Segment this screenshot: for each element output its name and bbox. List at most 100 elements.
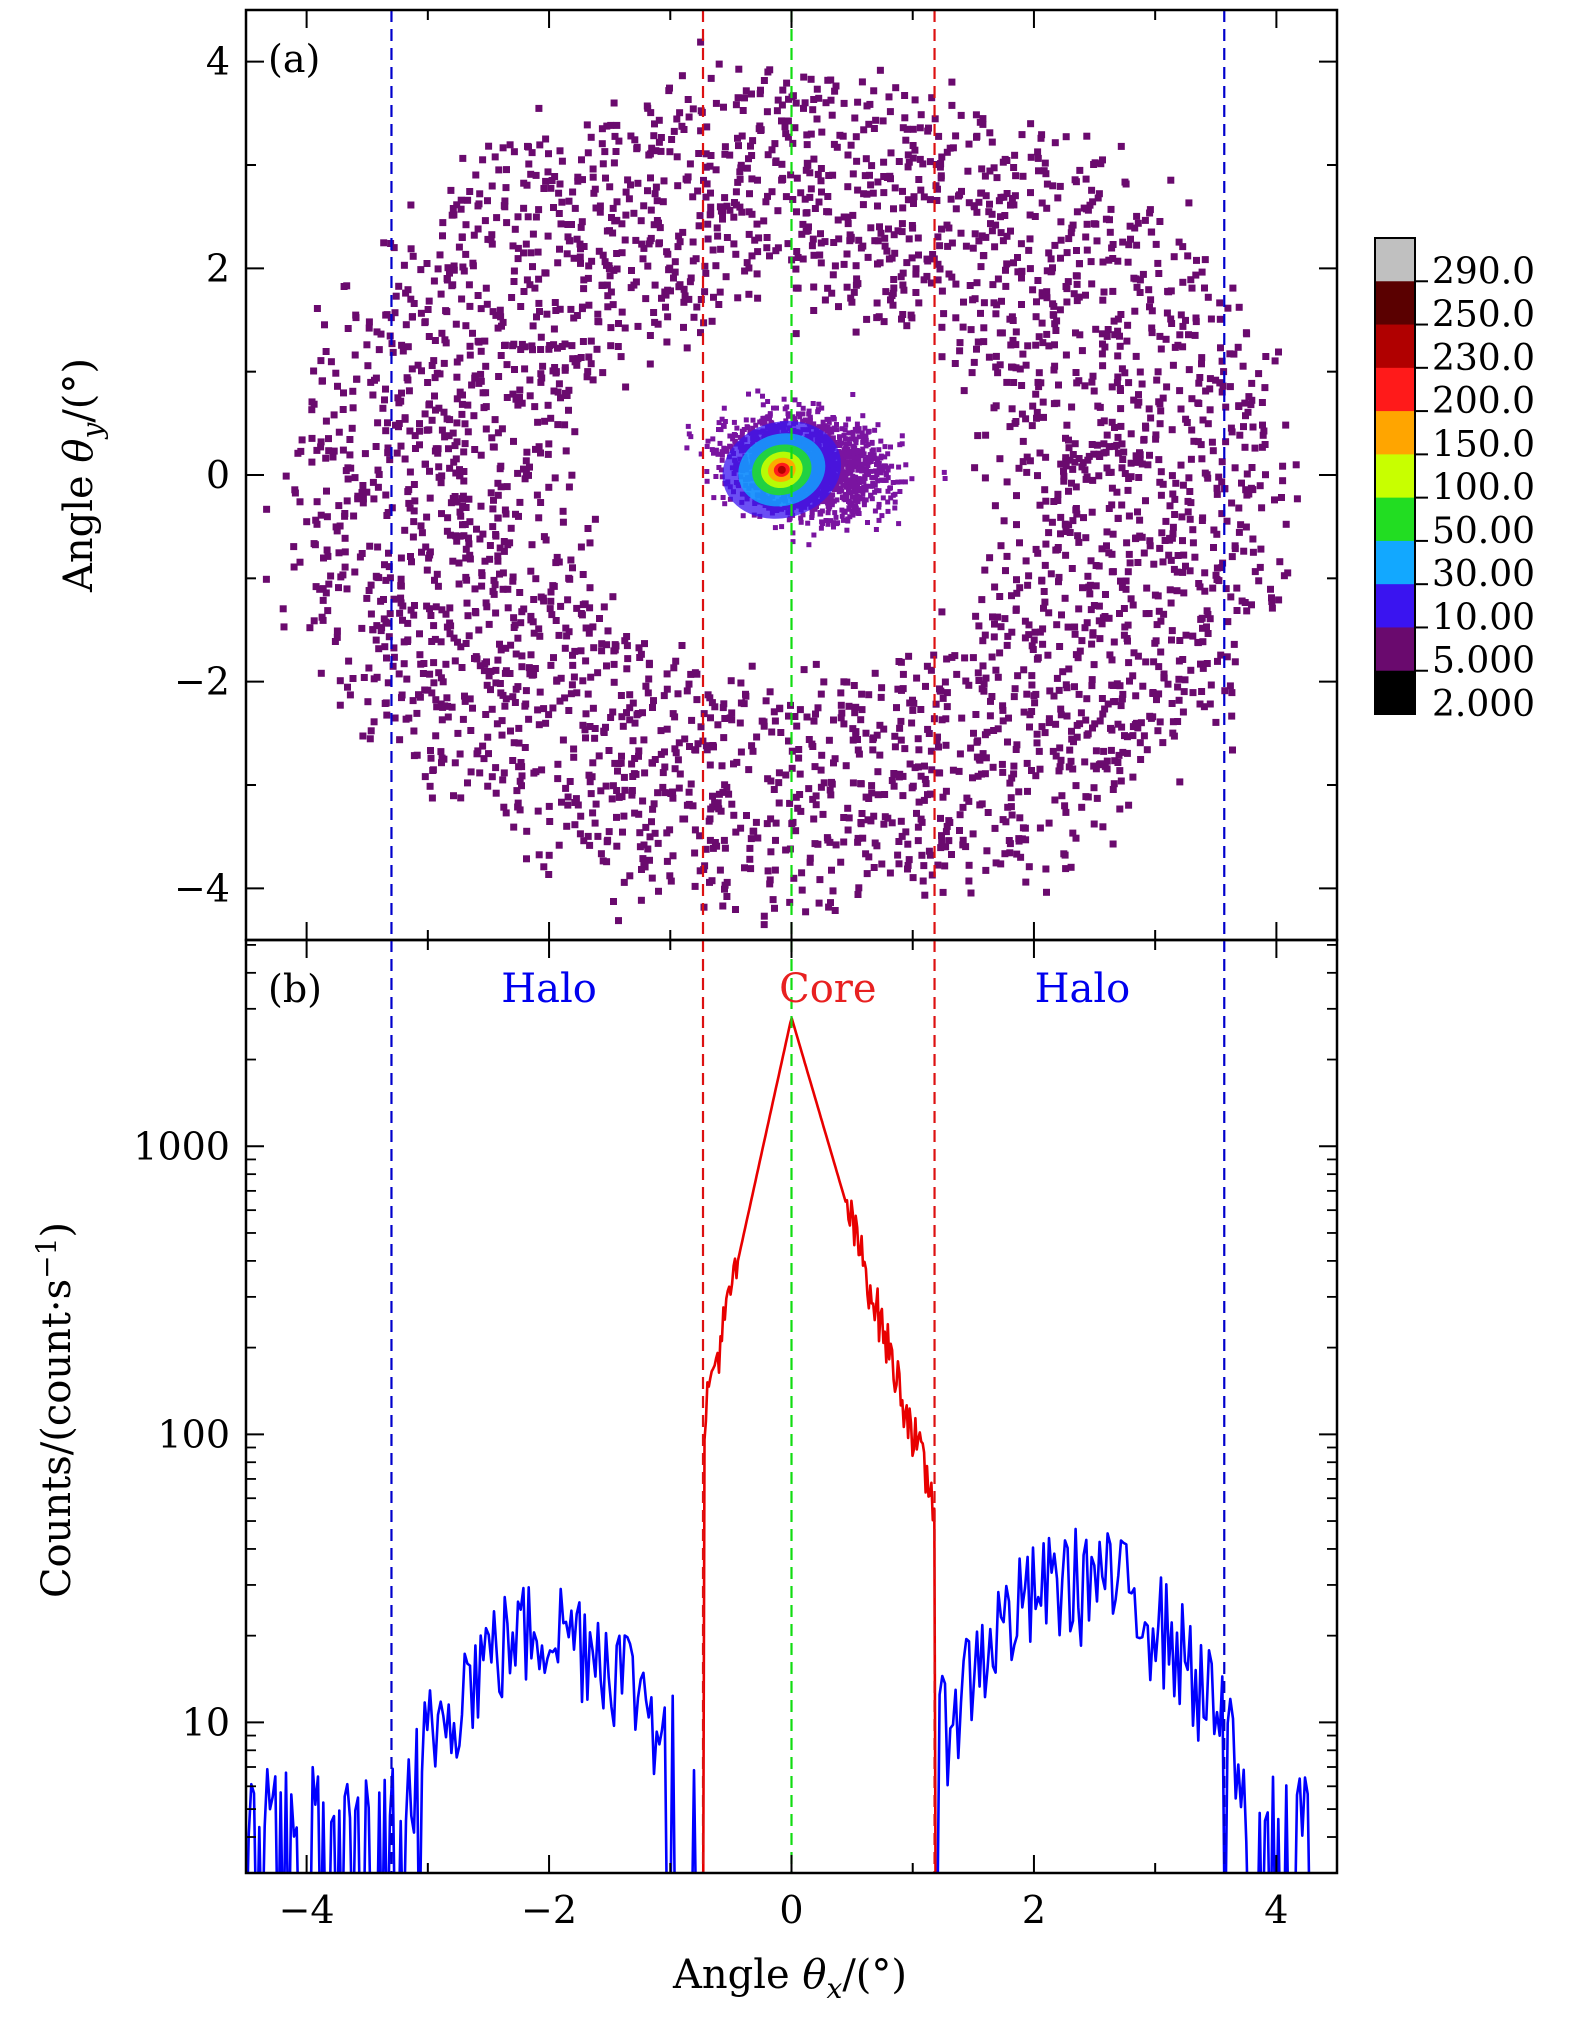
halo-point xyxy=(680,126,688,133)
halo-point xyxy=(419,670,427,677)
halo-point xyxy=(1018,267,1026,275)
halo-point xyxy=(1034,277,1042,284)
halo-point xyxy=(1125,550,1133,558)
halo-point xyxy=(1080,514,1087,522)
halo-point xyxy=(1109,682,1117,689)
halo-point xyxy=(661,789,669,797)
halo-point xyxy=(793,248,801,255)
halo-point xyxy=(1102,448,1110,456)
halo-point xyxy=(354,495,362,503)
halo-point xyxy=(363,488,371,496)
halo-point xyxy=(1076,720,1084,728)
halo-point xyxy=(1095,472,1103,480)
halo-point xyxy=(458,410,466,418)
halo-point xyxy=(1103,332,1111,340)
halo-point xyxy=(1227,424,1235,432)
halo-point xyxy=(263,505,271,513)
core-point xyxy=(827,504,833,510)
halo-point xyxy=(592,204,600,212)
halo-point xyxy=(329,453,337,461)
halo-point xyxy=(880,820,888,828)
halo-point xyxy=(370,718,378,726)
halo-point xyxy=(1096,403,1104,411)
halo-point xyxy=(1129,672,1137,680)
halo-point xyxy=(880,318,888,326)
halo-point xyxy=(1035,747,1043,755)
halo-point xyxy=(465,281,473,289)
halo-point xyxy=(591,185,599,193)
halo-point xyxy=(659,198,667,206)
halo-point xyxy=(826,838,834,846)
halo-point xyxy=(509,573,517,581)
halo-point xyxy=(623,642,631,650)
halo-point xyxy=(567,690,575,698)
halo-point xyxy=(997,229,1005,237)
halo-point xyxy=(802,227,810,235)
core-point xyxy=(698,451,704,457)
halo-point xyxy=(407,201,415,209)
halo-point xyxy=(471,655,478,662)
halo-point xyxy=(576,253,584,261)
halo-point xyxy=(534,807,542,815)
core-point xyxy=(831,524,836,530)
halo-point xyxy=(686,160,694,168)
halo-point xyxy=(654,320,662,328)
halo-point xyxy=(943,655,951,663)
halo-point xyxy=(577,647,585,655)
halo-point xyxy=(885,225,892,233)
halo-point xyxy=(1160,674,1168,681)
halo-point xyxy=(1146,209,1154,217)
halo-point xyxy=(1169,718,1177,726)
halo-point xyxy=(857,820,865,828)
halo-point xyxy=(695,150,703,157)
halo-point xyxy=(867,817,875,825)
core-point xyxy=(850,429,856,435)
halo-point xyxy=(458,400,466,408)
halo-point xyxy=(1235,528,1243,536)
core-point xyxy=(865,463,871,469)
halo-point xyxy=(626,872,634,880)
halo-point xyxy=(322,454,330,462)
halo-point xyxy=(985,353,993,361)
halo-point xyxy=(921,775,929,783)
halo-point xyxy=(1168,426,1176,434)
halo-point xyxy=(704,220,712,228)
halo-point xyxy=(573,604,581,612)
halo-point xyxy=(1279,462,1287,470)
halo-point xyxy=(607,714,615,721)
halo-point xyxy=(397,582,405,590)
halo-point xyxy=(493,214,501,222)
halo-point xyxy=(488,773,496,781)
halo-point xyxy=(489,523,497,531)
halo-point xyxy=(664,250,672,258)
halo-point xyxy=(1100,288,1108,296)
halo-point xyxy=(1009,336,1017,344)
halo-point xyxy=(544,450,552,458)
halo-point xyxy=(1045,529,1053,537)
core-point xyxy=(834,422,839,427)
halo-point xyxy=(812,710,819,718)
halo-point xyxy=(1168,627,1176,635)
halo-point xyxy=(965,877,973,885)
halo-point xyxy=(1207,681,1215,689)
halo-point xyxy=(1056,182,1064,190)
halo-point xyxy=(1011,685,1019,693)
halo-point xyxy=(1016,365,1024,373)
halo-point xyxy=(647,174,654,182)
halo-point xyxy=(943,689,951,697)
halo-point xyxy=(990,164,998,172)
halo-point xyxy=(828,289,836,297)
halo-point xyxy=(559,507,567,515)
halo-point xyxy=(429,767,437,774)
halo-point xyxy=(1061,594,1069,602)
halo-point xyxy=(1137,756,1145,763)
halo-point xyxy=(874,178,882,186)
halo-point xyxy=(922,682,929,690)
halo-point xyxy=(967,744,975,752)
halo-point xyxy=(956,811,964,819)
halo-point xyxy=(426,551,434,559)
halo-point xyxy=(502,695,510,703)
halo-point xyxy=(538,374,546,382)
halo-point xyxy=(1060,472,1068,480)
halo-point xyxy=(849,170,857,178)
